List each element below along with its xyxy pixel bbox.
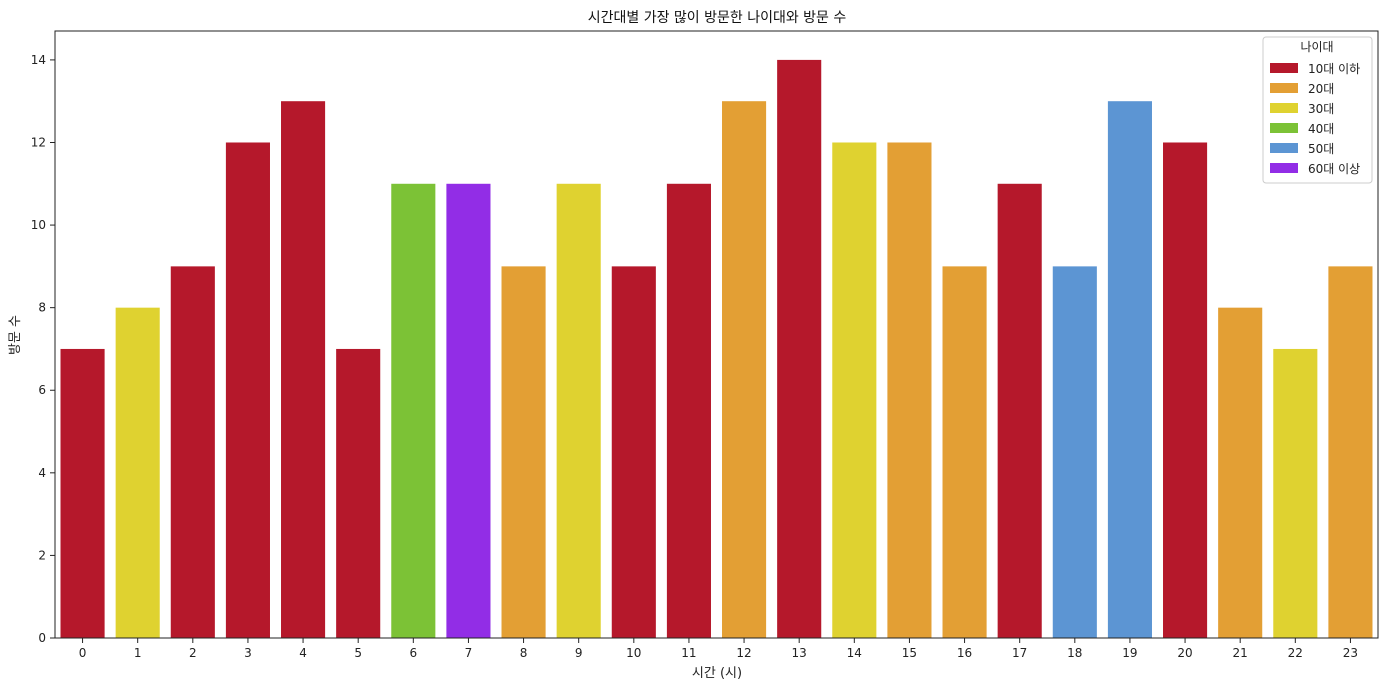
x-tick-label: 16 [957, 646, 972, 660]
bar-16 [942, 266, 987, 638]
bar-20 [1163, 142, 1208, 639]
x-tick-label: 7 [465, 646, 473, 660]
x-tick-label: 11 [681, 646, 696, 660]
bar-14 [832, 142, 877, 639]
legend-label: 50대 [1308, 142, 1334, 156]
x-tick-label: 0 [79, 646, 87, 660]
x-tick-label: 17 [1012, 646, 1027, 660]
y-tick-label: 8 [38, 301, 46, 315]
y-tick-label: 10 [31, 218, 46, 232]
bar-8 [501, 266, 546, 638]
x-tick-label: 13 [792, 646, 807, 660]
bar-7 [446, 183, 491, 638]
bar-9 [556, 183, 601, 638]
x-tick-label: 4 [299, 646, 307, 660]
x-tick-label: 1 [134, 646, 142, 660]
x-tick-label: 20 [1177, 646, 1192, 660]
legend-label: 60대 이상 [1308, 162, 1360, 176]
x-tick-label: 2 [189, 646, 197, 660]
bars-group [60, 59, 1373, 639]
x-tick-label: 10 [626, 646, 641, 660]
bar-19 [1107, 101, 1152, 638]
x-axis-title: 시간 (시) [692, 666, 742, 681]
bar-1 [115, 307, 160, 638]
legend-swatch [1270, 83, 1298, 93]
bar-11 [666, 183, 711, 638]
x-tick-label: 15 [902, 646, 917, 660]
bar-23 [1328, 266, 1373, 638]
x-tick-label: 22 [1288, 646, 1303, 660]
bar-10 [611, 266, 656, 638]
legend-swatch [1270, 163, 1298, 173]
y-axis: 0 2 4 6 8 10 12 14 [31, 53, 55, 645]
legend-swatch [1270, 123, 1298, 133]
legend-swatch [1270, 63, 1298, 73]
y-tick-label: 2 [38, 548, 46, 562]
legend-title: 나이대 [1300, 40, 1333, 54]
chart-title: 시간대별 가장 많이 방문한 나이대와 방문 수 [588, 10, 847, 26]
legend-swatch [1270, 103, 1298, 113]
legend-label: 30대 [1308, 102, 1334, 116]
bar-18 [1052, 266, 1097, 638]
bar-17 [997, 183, 1042, 638]
legend-swatch [1270, 143, 1298, 153]
legend-items: 10대 이하 20대 30대 40대 50대 60대 이상 [1270, 62, 1360, 176]
bar-5 [336, 348, 381, 638]
x-tick-label: 8 [520, 646, 528, 660]
y-tick-label: 12 [31, 135, 46, 149]
y-tick-label: 4 [38, 466, 46, 480]
bar-4 [281, 101, 326, 638]
y-tick-label: 6 [38, 383, 46, 397]
bar-6 [391, 183, 436, 638]
bar-21 [1218, 307, 1263, 638]
plot-frame [54, 30, 1379, 639]
legend: 나이대 10대 이하 20대 30대 40대 50대 60대 이상 [1262, 36, 1373, 184]
x-tick-label: 5 [354, 646, 362, 660]
bar-22 [1273, 348, 1318, 638]
legend-label: 40대 [1308, 122, 1334, 136]
x-tick-label: 9 [575, 646, 583, 660]
bar-0 [60, 348, 105, 638]
bar-3 [225, 142, 270, 639]
x-axis: 0 1 2 3 4 5 6 7 8 9 10 11 12 13 14 15 16 17 18 19 20 21 22 23 [79, 638, 1358, 660]
x-tick-label: 6 [409, 646, 417, 660]
y-tick-label: 0 [38, 631, 46, 645]
x-tick-label: 3 [244, 646, 252, 660]
bar-12 [722, 101, 767, 638]
y-axis-title: 방문 수 [8, 315, 23, 355]
x-tick-label: 19 [1122, 646, 1137, 660]
x-tick-label: 21 [1233, 646, 1248, 660]
legend-label: 10대 이하 [1308, 62, 1360, 76]
x-tick-label: 12 [736, 646, 751, 660]
x-tick-label: 18 [1067, 646, 1082, 660]
x-tick-label: 14 [847, 646, 862, 660]
y-tick-label: 14 [31, 53, 46, 67]
bar-13 [777, 59, 822, 638]
bar-2 [170, 266, 215, 638]
x-tick-label: 23 [1343, 646, 1358, 660]
bar-15 [887, 142, 932, 639]
legend-label: 20대 [1308, 82, 1334, 96]
